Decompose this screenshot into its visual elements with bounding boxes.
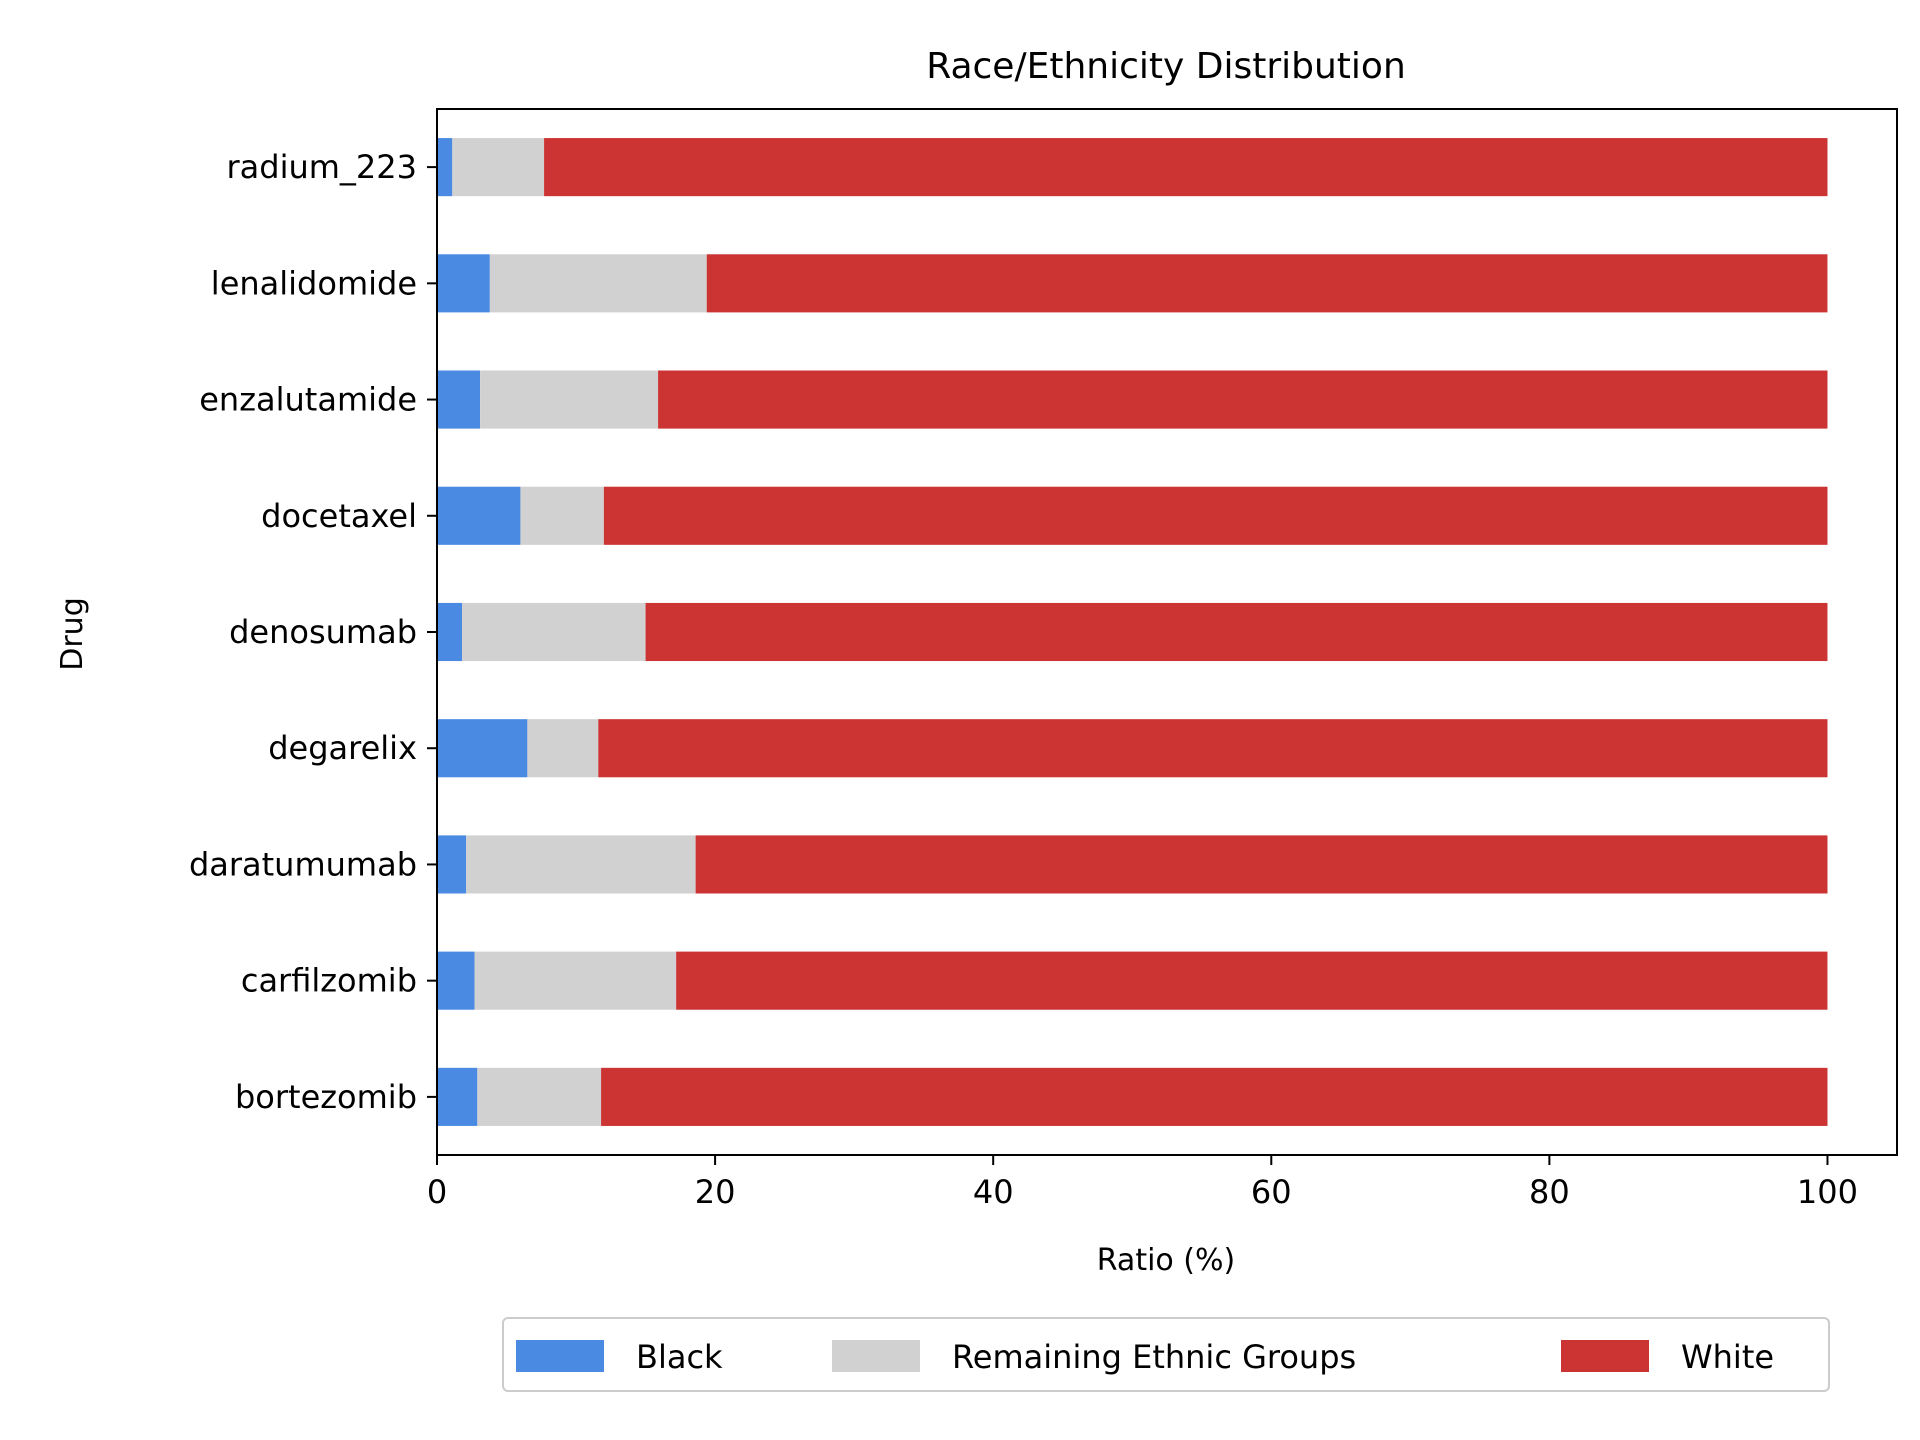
bars-group bbox=[437, 138, 1828, 1126]
y-axis: bortezomib carfilzomib daratumumab degareli… bbox=[189, 148, 437, 1116]
bar-degarelix-white bbox=[598, 719, 1828, 778]
x-tick-label: 20 bbox=[695, 1173, 736, 1211]
bar-bortezomib-remaining-ethnic-groups bbox=[477, 1067, 602, 1126]
x-tick-label: 80 bbox=[1529, 1173, 1570, 1211]
legend-label: Black bbox=[636, 1338, 723, 1376]
bar-bortezomib-black bbox=[437, 1067, 478, 1126]
x-tick-label: 0 bbox=[427, 1173, 447, 1211]
bar-carfilzomib-remaining-ethnic-groups bbox=[474, 951, 677, 1010]
chart-title: Race/Ethnicity Distribution bbox=[926, 46, 1406, 87]
bar-enzalutamide-black bbox=[437, 370, 481, 429]
legend-frame bbox=[502, 1317, 1830, 1392]
bar-daratumumab-black bbox=[437, 835, 467, 894]
y-tick-label: degarelix bbox=[268, 729, 417, 767]
bar-enzalutamide-remaining-ethnic-groups bbox=[480, 370, 659, 429]
x-tick-label: 100 bbox=[1797, 1173, 1858, 1211]
x-axis: 0 20 40 60 80 100 bbox=[427, 1155, 1858, 1211]
bar-degarelix-remaining-ethnic-groups bbox=[527, 719, 599, 778]
bar-docetaxel-white bbox=[603, 486, 1828, 545]
bar-degarelix-black bbox=[437, 719, 528, 778]
x-tick-label: 60 bbox=[1251, 1173, 1292, 1211]
y-tick-label: radium_223 bbox=[227, 148, 418, 186]
bar-daratumumab-white bbox=[695, 835, 1828, 894]
legend-swatch-black bbox=[516, 1340, 604, 1372]
y-tick-label: bortezomib bbox=[235, 1078, 417, 1116]
y-tick-label: enzalutamide bbox=[199, 381, 417, 419]
bar-denosumab-white bbox=[645, 602, 1828, 662]
y-axis-label: Drug bbox=[55, 597, 90, 671]
bar-radium_223-remaining-ethnic-groups bbox=[452, 138, 545, 197]
legend: Black Remaining Ethnic Groups White bbox=[502, 1317, 1830, 1392]
bar-daratumumab-remaining-ethnic-groups bbox=[466, 835, 696, 894]
x-axis-label: Ratio (%) bbox=[1097, 1243, 1235, 1278]
bar-radium_223-white bbox=[544, 138, 1828, 197]
x-tick-label: 40 bbox=[973, 1173, 1014, 1211]
bar-lenalidomide-white bbox=[706, 254, 1828, 313]
legend-label: Remaining Ethnic Groups bbox=[952, 1338, 1356, 1376]
bar-denosumab-black bbox=[437, 602, 463, 662]
y-tick-label: denosumab bbox=[229, 613, 417, 651]
bar-carfilzomib-white bbox=[676, 951, 1828, 1010]
bar-docetaxel-black bbox=[437, 486, 521, 545]
bar-radium_223-black bbox=[437, 138, 453, 197]
bar-lenalidomide-remaining-ethnic-groups bbox=[489, 254, 707, 313]
legend-label: White bbox=[1681, 1338, 1774, 1376]
y-tick-label: docetaxel bbox=[261, 497, 417, 535]
bar-carfilzomib-black bbox=[437, 951, 475, 1010]
bar-docetaxel-remaining-ethnic-groups bbox=[520, 486, 604, 545]
bar-lenalidomide-black bbox=[437, 254, 490, 313]
y-tick-label: lenalidomide bbox=[211, 264, 417, 302]
bar-denosumab-remaining-ethnic-groups bbox=[462, 602, 646, 662]
y-tick-label: carfilzomib bbox=[241, 962, 417, 1000]
legend-swatch-white bbox=[1561, 1340, 1649, 1372]
y-tick-label: daratumumab bbox=[189, 845, 417, 883]
legend-swatch-remaining-ethnic-groups bbox=[832, 1340, 920, 1372]
bar-enzalutamide-white bbox=[658, 370, 1828, 429]
bar-bortezomib-white bbox=[601, 1067, 1828, 1126]
